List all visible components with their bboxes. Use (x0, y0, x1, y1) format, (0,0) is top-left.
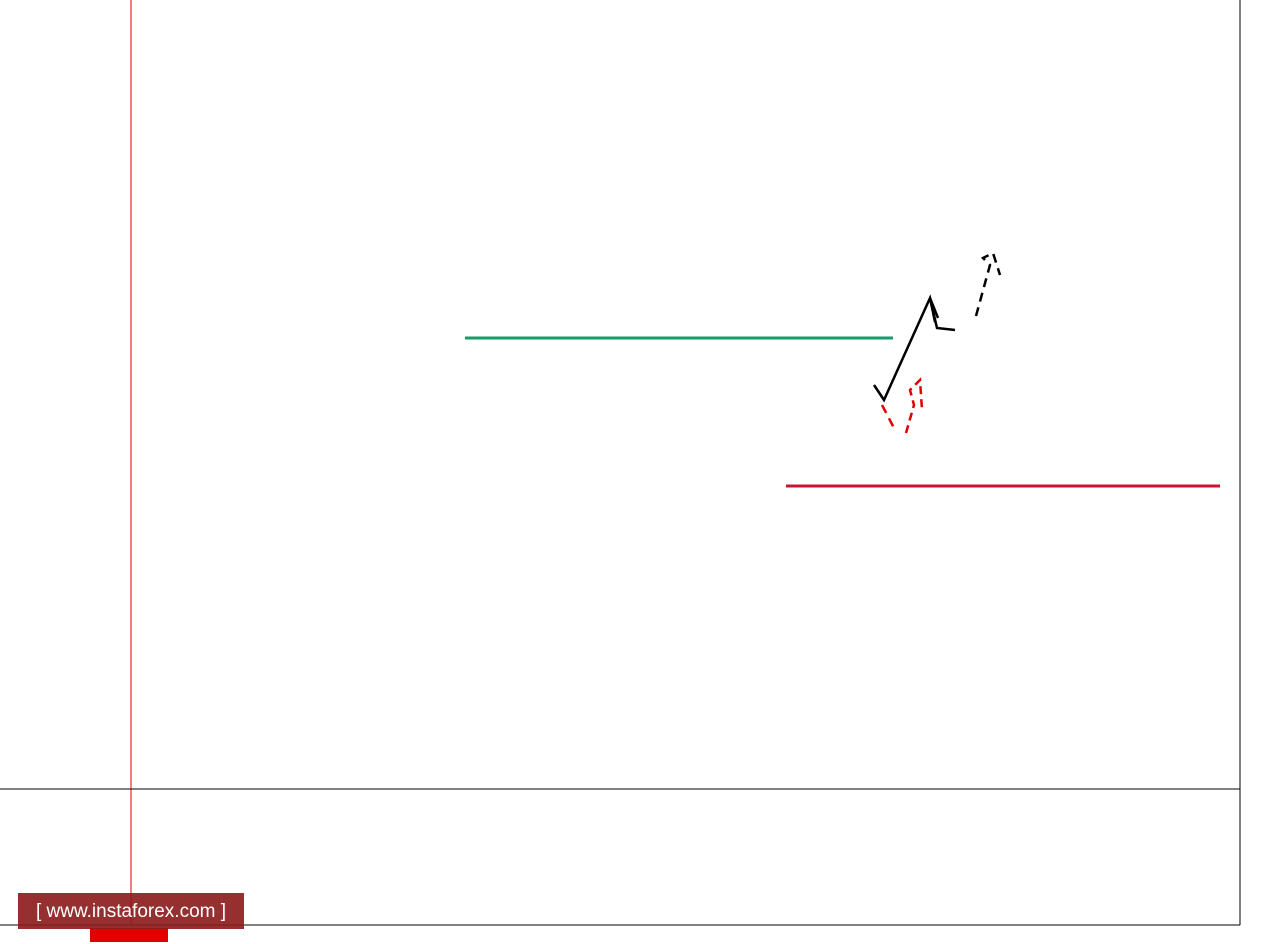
watermark-box (18, 893, 244, 929)
forecast-arrowhead (928, 297, 940, 323)
crosshair-label-box (90, 928, 168, 942)
forecast-arrow-dashed (974, 251, 1002, 317)
alt-arrow (880, 404, 896, 429)
watermark: [ www.instaforex.com ] (36, 901, 226, 922)
alt-arrow-up (904, 377, 924, 434)
